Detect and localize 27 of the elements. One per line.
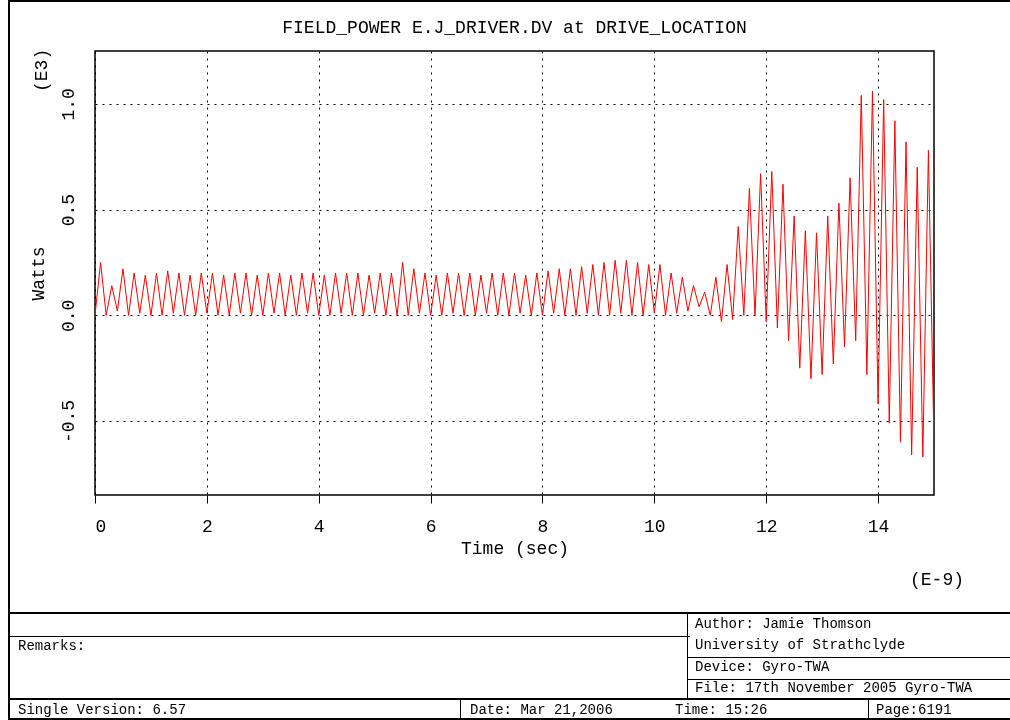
- x-tick-label: 10: [644, 516, 666, 537]
- x-tick-label: 12: [755, 516, 778, 537]
- x-tick-label: 2: [201, 516, 213, 537]
- x-tick-label: 6: [425, 516, 437, 537]
- x-tick-label: 8: [537, 516, 549, 537]
- text: File: 17th November 2005 Gyro-TWA: [695, 680, 973, 696]
- text: Single Version: 6.57: [18, 702, 187, 718]
- x-tick-label: 0: [95, 516, 107, 537]
- text: Page:6191: [876, 702, 952, 718]
- text: Date: Mar 21,2006: [470, 702, 613, 718]
- y-tick-label: -0.5: [58, 399, 79, 444]
- chart-title: FIELD_POWER E.J_DRIVER.DV at DRIVE_LOCATION: [282, 18, 747, 38]
- x-tick-label: 4: [313, 516, 325, 537]
- y-axis-title: Watts: [28, 246, 49, 301]
- text: (E-9): [910, 570, 965, 590]
- text: Author: Jamie Thomson: [695, 616, 872, 632]
- y-tick-label: 1.0: [58, 88, 79, 121]
- y-tick-label: 0.5: [58, 193, 79, 227]
- x-tick-label: 14: [867, 516, 890, 537]
- text: Time: 15:26: [675, 702, 768, 718]
- text: University of Strathclyde: [695, 637, 906, 653]
- y-tick-label: 0.0: [58, 299, 79, 332]
- text: Remarks:: [18, 638, 86, 654]
- line-series: [95, 90, 934, 458]
- x-axis-title: Time (sec): [460, 538, 570, 559]
- text: Device: Gyro-TWA: [695, 659, 830, 675]
- text: (E3): [32, 48, 52, 92]
